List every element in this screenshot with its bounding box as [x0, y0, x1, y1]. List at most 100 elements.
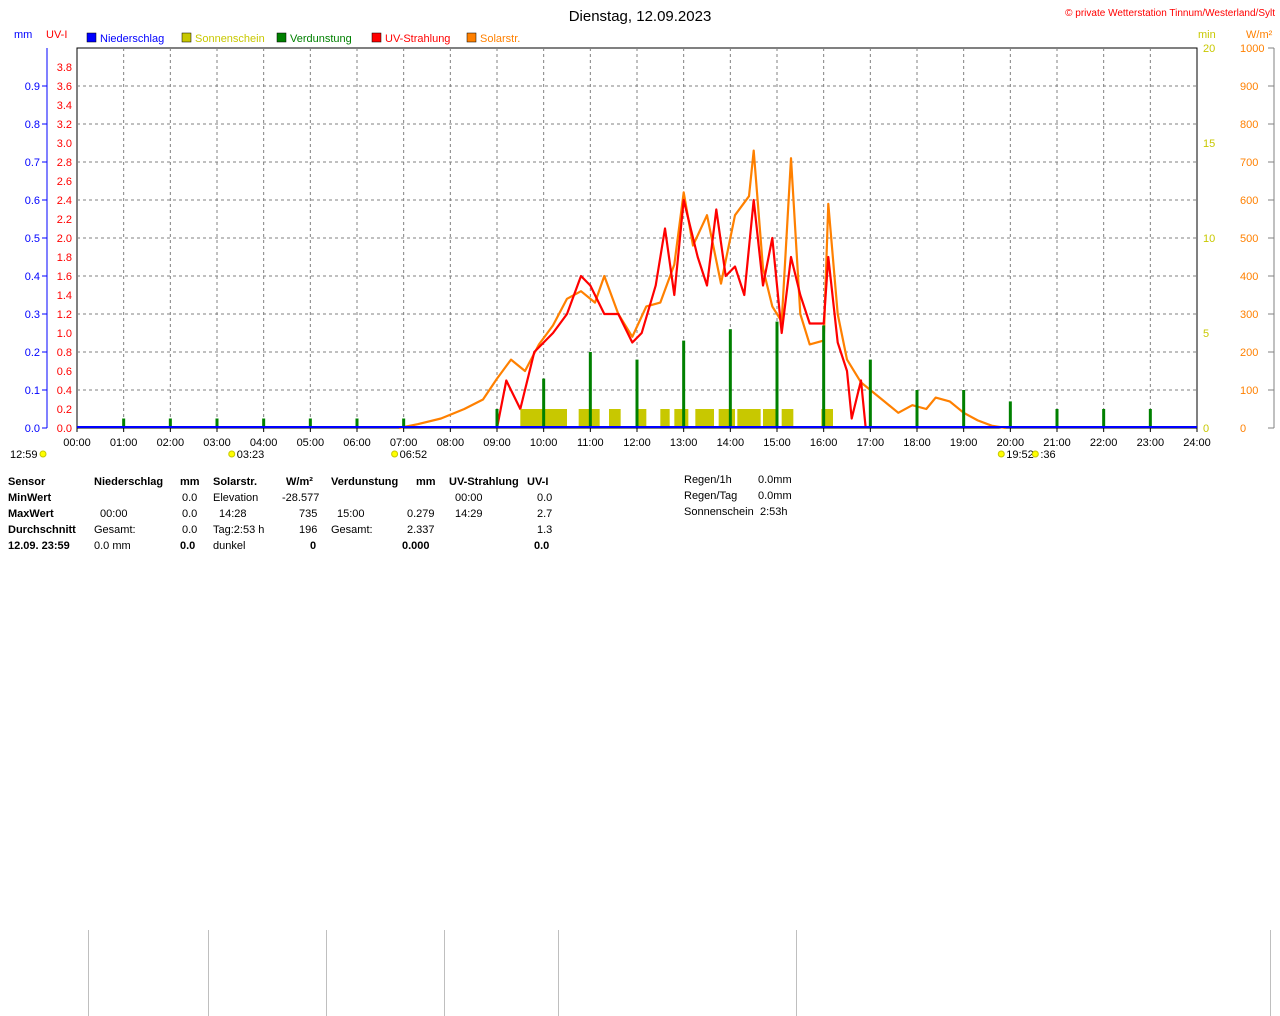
sunshine-bar	[695, 409, 714, 428]
mm-tick-label: 0.7	[25, 157, 40, 169]
min-tick-label: 10	[1203, 233, 1215, 245]
uv-tick-label: 0.0	[57, 423, 72, 435]
mm-tick-label: 0.0	[25, 423, 40, 435]
uv-tick-label: 1.6	[57, 271, 72, 283]
sum-rain-day-label: Regen/Tag	[684, 490, 738, 502]
solar-state: dunkel	[213, 540, 246, 552]
wm2-tick-label: 400	[1240, 271, 1258, 283]
uv-unit-label: UV-I	[46, 29, 67, 41]
mm-tick-label: 0.8	[25, 119, 40, 131]
time-tick-label: 01:00	[110, 437, 138, 449]
evaporation-bar	[168, 418, 172, 428]
sunshine-bar	[660, 409, 670, 428]
time-tick-label: 03:00	[203, 437, 231, 449]
evaporation-bar	[1055, 409, 1059, 428]
sunshine-bar	[718, 409, 735, 428]
evaporation-bar	[822, 325, 826, 428]
min-unit-label: min	[1198, 29, 1216, 41]
rain-max-time: 00:00	[100, 508, 128, 520]
rain-max: 0.0	[182, 508, 198, 520]
sunshine-bar	[637, 409, 647, 428]
legend-swatch	[181, 32, 192, 43]
uv-tick-label: 2.2	[57, 214, 72, 226]
wm2-tick-label: 500	[1240, 233, 1258, 245]
legend-label: Verdunstung	[290, 33, 352, 45]
evap-max-time: 15:00	[337, 508, 365, 520]
rain-total: 0.0	[182, 524, 198, 536]
evaporation-bar	[308, 418, 312, 428]
mm-tick-label: 0.6	[25, 195, 40, 207]
wm2-tick-label: 800	[1240, 119, 1258, 131]
mm-tick-label: 0.5	[25, 233, 40, 245]
evaporation-bar	[1148, 409, 1152, 428]
mm-tick-label: 0.4	[25, 271, 40, 283]
weather-chart: Dienstag, 12.09.2023 © private Wetterstat…	[10, 8, 1275, 461]
legend-label: Niederschlag	[100, 33, 164, 45]
time-marker-label: 12:59	[10, 449, 38, 461]
sum-sunshine-label: Sonnenschein	[684, 506, 754, 518]
solar-day: Tag:2:53 h	[213, 524, 265, 536]
wm2-tick-label: 200	[1240, 347, 1258, 359]
mm-unit-label: mm	[14, 29, 32, 41]
copyright-text: © private Wetterstation Tinnum/Westerlan…	[1065, 8, 1275, 19]
chart-marks	[77, 149, 1197, 430]
min-tick-label: 15	[1203, 138, 1215, 150]
stats-date-label: 12.09. 23:59	[8, 540, 70, 552]
evaporation-bar	[682, 340, 686, 428]
evaporation-bar	[215, 418, 219, 428]
mm-tick-label: 0.2	[25, 347, 40, 359]
evaporation-bar	[962, 390, 966, 428]
wm2-tick-label: 300	[1240, 309, 1258, 321]
min-tick-label: 0	[1203, 423, 1209, 435]
time-tick-label: 21:00	[1043, 437, 1071, 449]
legend-swatch	[371, 32, 382, 43]
sum-sunshine: 2:53h	[760, 506, 788, 518]
time-tick-label: 00:00	[63, 437, 91, 449]
solar-series-line	[398, 149, 1006, 430]
rain-min: 0.0	[182, 492, 198, 504]
rain-current: 0.0	[180, 540, 196, 552]
evap-total-label: Gesamt:	[331, 524, 373, 536]
time-marker-label: 06:52	[400, 449, 428, 461]
time-tick-label: 06:00	[343, 437, 371, 449]
time-tick-label: 07:00	[390, 437, 418, 449]
legend-swatch	[466, 32, 477, 43]
rain-total-label: Gesamt:	[94, 524, 136, 536]
time-tick-label: 10:00	[530, 437, 558, 449]
evaporation-bar	[635, 359, 639, 428]
wm2-tick-label: 600	[1240, 195, 1258, 207]
uv-max-time: 14:29	[455, 508, 483, 520]
evap-total: 2.337	[407, 524, 435, 536]
sunshine-bar	[737, 409, 761, 428]
solar-avg: 196	[299, 524, 318, 536]
solar-current: 0	[310, 540, 317, 552]
time-tick-label: 09:00	[483, 437, 511, 449]
sun-marker-icon	[391, 450, 399, 458]
evaporation-bar	[1008, 401, 1012, 428]
sunshine-bar	[781, 409, 794, 428]
time-marker-label: 03:23	[237, 449, 265, 461]
time-tick-label: 15:00	[763, 437, 791, 449]
evaporation-bar	[355, 418, 359, 428]
legend-label: UV-Strahlung	[385, 33, 450, 45]
sun-marker-icon	[1031, 450, 1039, 458]
uv-tick-label: 2.6	[57, 176, 72, 188]
evaporation-bar	[402, 418, 406, 428]
min-tick-label: 5	[1203, 328, 1209, 340]
rain-unit: mm	[180, 476, 200, 488]
uv-tick-label: 2.8	[57, 157, 72, 169]
uv-max: 2.7	[537, 508, 553, 520]
legend-label: Sonnenschein	[195, 33, 265, 45]
evaporation-bar	[262, 418, 266, 428]
legend-label: Solarstr.	[480, 33, 520, 45]
time-marker-label: 19:52	[1006, 449, 1034, 461]
sum-rain-day: 0.0mm	[758, 490, 792, 502]
evaporation-bar	[728, 329, 732, 428]
evaporation-bar	[868, 359, 872, 428]
uv-tick-label: 3.0	[57, 138, 72, 150]
sunshine-bar	[578, 409, 591, 428]
time-tick-label: 23:00	[1137, 437, 1165, 449]
uv-tick-label: 3.2	[57, 119, 72, 131]
mm-tick-label: 0.3	[25, 309, 40, 321]
uv-tick-label: 0.6	[57, 366, 72, 378]
